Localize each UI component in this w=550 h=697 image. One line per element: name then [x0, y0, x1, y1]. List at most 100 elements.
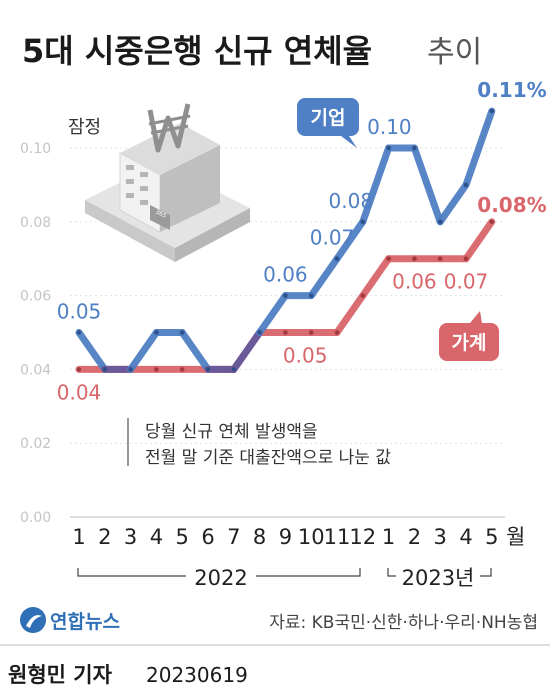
data-label-household: 0.04	[57, 380, 102, 404]
year-bracket-2023: 2023년	[387, 563, 492, 590]
y-tick-label: 0.10	[20, 141, 51, 157]
x-tick-label: 6	[201, 525, 214, 549]
y-tick-label: 0.06	[20, 289, 51, 305]
x-tick-label: 5	[176, 525, 189, 549]
legend-corporate: 기업	[297, 98, 359, 148]
y-tick-label: 0.00	[20, 510, 51, 526]
legend-household-bubble	[439, 311, 499, 361]
series-corporate-segment	[462, 107, 496, 189]
legend-household: 가계	[439, 311, 499, 361]
year-label-2022: 2022	[194, 566, 247, 590]
series-corporate-point	[180, 330, 185, 335]
series-household-point	[76, 367, 82, 372]
y-axis-ticks: 0.00 0.02 0.04 0.06 0.08 0.10	[20, 141, 51, 526]
data-label-household: 0.07	[444, 270, 489, 294]
x-tick-label: 2	[408, 525, 421, 549]
series-household-point	[283, 330, 288, 335]
series-points	[76, 108, 494, 372]
svg-text:365: 365	[154, 208, 168, 219]
data-label-household: 0.06	[392, 270, 437, 294]
series-corporate-point	[412, 145, 417, 151]
series-household-segment	[333, 292, 367, 336]
series-corporate-segment	[127, 329, 160, 373]
series-corporate-point	[128, 367, 133, 372]
series-corporate-segment	[307, 255, 341, 300]
data-label-corporate: 0.07	[310, 226, 355, 250]
y-tick-label: 0.04	[20, 362, 51, 378]
x-tick-label: 12	[349, 525, 376, 549]
series-corporate-segment	[359, 144, 393, 226]
chart-title-suffix: 추이	[427, 35, 482, 70]
series-corporate-point	[283, 293, 288, 298]
series-corporate-segment	[410, 144, 444, 226]
data-label-corporate: 0.06	[263, 263, 308, 287]
series-corporate-point	[360, 219, 365, 224]
byline: 원형민 기자	[8, 663, 113, 687]
grid	[70, 147, 505, 518]
series-household-point	[386, 256, 391, 261]
series-corporate-point	[334, 256, 340, 261]
note-line-1: 당월 신규 연체 발생액을	[145, 422, 318, 442]
year-bracket-2022: 2022	[77, 563, 361, 590]
series-household-segment	[359, 255, 393, 300]
series-corporate-segment	[436, 181, 470, 226]
x-axis-unit: 월	[506, 525, 525, 549]
series-corporate-point	[309, 293, 314, 298]
series-corporate-point	[231, 367, 236, 372]
series-household-point	[360, 293, 365, 298]
x-tick-label: 10	[298, 525, 325, 549]
source-note: 자료: KB국민·신한·하나·우리·NH농협	[269, 613, 538, 633]
x-tick-label: 3	[124, 525, 137, 549]
series-corporate-point	[489, 108, 494, 114]
x-tick-label: 3	[434, 525, 447, 549]
series-household-point	[334, 330, 340, 335]
y-tick-label: 0.08	[20, 215, 51, 231]
yonhap-logo: 연합뉴스	[20, 607, 120, 633]
series-corporate-point	[102, 367, 108, 372]
series-corporate-point	[386, 145, 391, 151]
series-corporate-segment	[178, 329, 212, 373]
yonhap-logo-text: 연합뉴스	[50, 611, 120, 633]
x-tick-label: 4	[459, 525, 472, 549]
series-corporate-segment	[333, 218, 367, 263]
series-household-point	[412, 256, 417, 261]
series-corporate-point	[257, 330, 262, 335]
data-label-household: 0.08%	[477, 193, 546, 217]
series-household-point	[463, 256, 469, 261]
x-tick-label: 2	[98, 525, 111, 549]
bank-building-icon: 365	[85, 103, 250, 262]
x-tick-label: 9	[279, 525, 292, 549]
data-label-corporate: 0.11%	[477, 78, 546, 102]
series-corporate-point	[438, 219, 443, 224]
legend-corporate-label: 기업	[311, 107, 346, 129]
provisional-label: 잠정	[68, 117, 101, 138]
x-tick-label: 11	[324, 525, 351, 549]
series-household-point	[438, 256, 443, 261]
series-household-point	[309, 330, 314, 335]
note-line-2: 전월 말 기준 대출잔액으로 나눈 값	[145, 448, 391, 468]
x-tick-label: 8	[253, 525, 266, 549]
data-labels: 0.050.060.070.080.100.11%0.040.050.06 0.0…	[57, 78, 547, 404]
data-label-corporate: 0.05	[57, 300, 102, 324]
x-axis-labels: 1 2 3 4 5 6 7 8 9 10 11 12 1 2 3 4 5	[72, 525, 498, 549]
x-tick-label: 5	[485, 525, 498, 549]
series-household-point	[489, 219, 494, 224]
series-corporate-segment	[230, 329, 264, 373]
y-tick-label: 0.02	[20, 436, 51, 452]
data-label-corporate: 0.10	[367, 115, 412, 139]
x-tick-label: 4	[150, 525, 163, 549]
series-corporate-point	[205, 367, 211, 372]
data-label-household: 0.05	[283, 344, 328, 368]
series-corporate-segment	[256, 292, 289, 336]
legend-household-label: 가계	[452, 332, 487, 354]
data-label-corporate: 0.08	[329, 189, 374, 213]
chart-title: 5대 시중은행 신규 연체율	[22, 32, 372, 70]
series-household-segment	[462, 218, 496, 263]
chart-note: 당월 신규 연체 발생액을 전월 말 기준 대출잔액으로 나눈 값	[127, 418, 391, 468]
year-label-2023: 2023년	[402, 566, 475, 590]
series-lines	[75, 107, 496, 373]
series-household-point	[154, 367, 159, 372]
x-tick-label: 1	[382, 525, 395, 549]
x-tick-label: 7	[227, 525, 240, 549]
